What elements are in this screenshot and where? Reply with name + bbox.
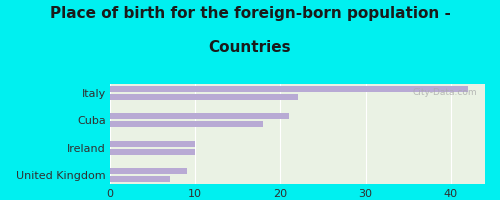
- Bar: [110, 86, 468, 92]
- Bar: [110, 141, 195, 147]
- Bar: [110, 113, 289, 119]
- Bar: [110, 176, 170, 182]
- Bar: [110, 168, 186, 174]
- Bar: [110, 121, 264, 127]
- Bar: [110, 149, 195, 155]
- Bar: [110, 94, 298, 100]
- Text: Place of birth for the foreign-born population -: Place of birth for the foreign-born popu…: [50, 6, 450, 21]
- Text: City-Data.com: City-Data.com: [413, 88, 478, 97]
- Text: Countries: Countries: [208, 40, 292, 55]
